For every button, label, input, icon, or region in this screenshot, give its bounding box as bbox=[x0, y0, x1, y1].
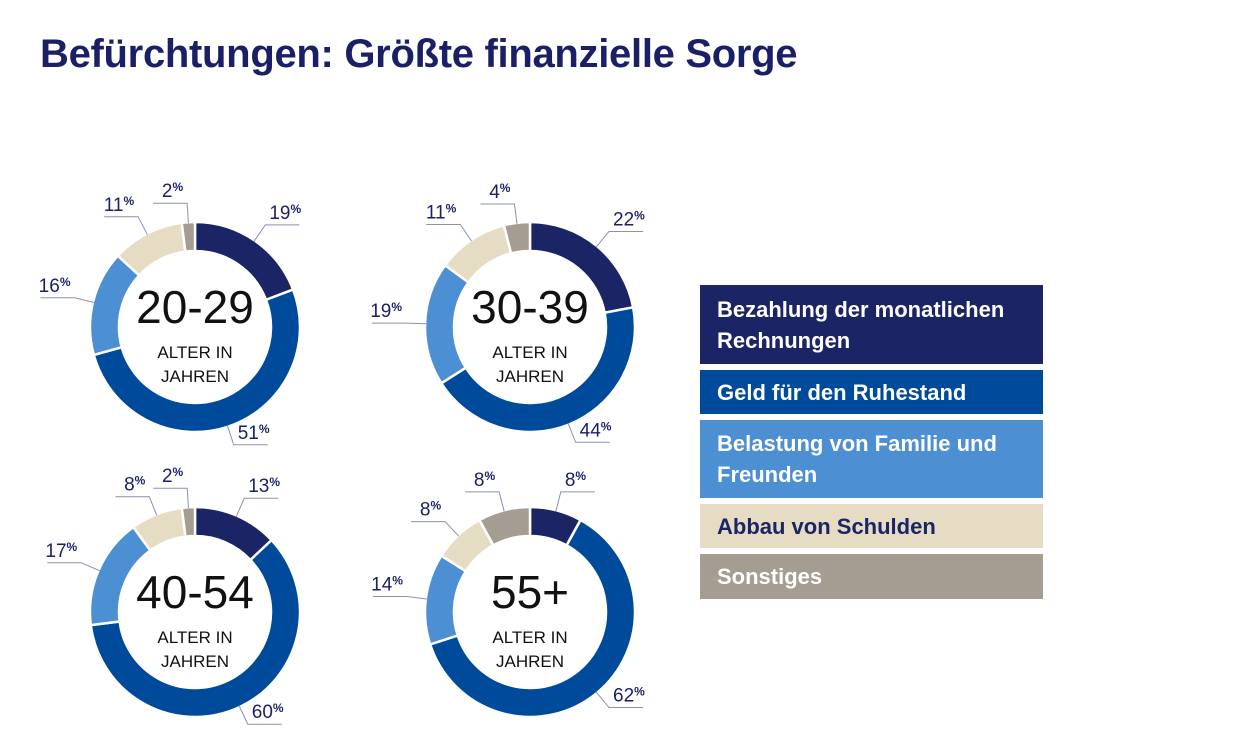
leader-line bbox=[595, 230, 644, 248]
page-title: Befürchtungen: Größte finanzielle Sorge bbox=[40, 32, 798, 76]
leader-line bbox=[465, 491, 505, 512]
leader-line bbox=[47, 562, 100, 572]
donut-segment-other bbox=[477, 505, 532, 548]
donut-chart-4: 8% 62% 14% 8% 8% 55+ ALTER IN JAHREN bbox=[371, 469, 645, 719]
data-label: 2% bbox=[162, 180, 184, 202]
age-unit-label: JAHREN bbox=[496, 652, 564, 671]
donut-segment-retirement bbox=[428, 518, 637, 719]
data-label: 11% bbox=[426, 201, 457, 223]
donut-chart-1: 19% 51% 16% 11% 2% 20-29 ALTER IN JAHREN bbox=[39, 180, 302, 446]
data-label: 8% bbox=[565, 469, 587, 491]
donut-segment-retirement bbox=[92, 287, 302, 434]
legend-label: Bezahlung der monatlichen Rechnungen bbox=[717, 296, 1005, 353]
leader-line bbox=[115, 496, 158, 516]
age-unit-label: JAHREN bbox=[161, 367, 229, 386]
data-label: 13% bbox=[248, 475, 280, 497]
leader-line bbox=[153, 202, 189, 224]
data-label: 19% bbox=[269, 202, 301, 224]
donut-segment-other bbox=[180, 505, 197, 538]
leader-line bbox=[411, 521, 460, 537]
data-label: 17% bbox=[45, 540, 77, 562]
leader-line bbox=[372, 595, 427, 600]
data-label: 14% bbox=[371, 573, 403, 595]
donut-segment-family bbox=[88, 253, 141, 357]
donut-segment-other bbox=[180, 220, 197, 254]
age-unit-label: ALTER IN bbox=[492, 628, 567, 647]
legend-label: Abbau von Schulden bbox=[717, 513, 936, 539]
legend-label: Belastung von Familie und Freunden bbox=[717, 431, 997, 487]
leader-line bbox=[567, 423, 610, 443]
donut-segment-debt bbox=[443, 223, 513, 285]
age-group-label: 20-29 bbox=[136, 281, 254, 333]
donut-chart-2: 22% 44% 19% 11% 4% 30-39 ALTER IN JAHREN bbox=[370, 181, 645, 443]
data-label: 8% bbox=[124, 474, 146, 496]
age-unit-label: ALTER IN bbox=[492, 343, 567, 362]
legend-item-retirement: Geld für den Ruhestand bbox=[700, 370, 1043, 414]
data-label: 22% bbox=[613, 208, 645, 230]
legend-label: Sonstiges bbox=[717, 564, 823, 589]
leader-line bbox=[235, 497, 279, 517]
data-label: 60% bbox=[252, 701, 284, 723]
data-label: 11% bbox=[104, 194, 135, 216]
legend-item-family-burden: Belastung von Familie und Freunden bbox=[700, 420, 1043, 498]
data-label: 44% bbox=[580, 419, 612, 441]
leader-line bbox=[426, 223, 472, 242]
data-label: 8% bbox=[474, 469, 496, 491]
legend: Bezahlung der monatlichen Rechnungen Gel… bbox=[700, 285, 1043, 605]
leader-line bbox=[104, 216, 148, 235]
donut-segment-retirement bbox=[439, 305, 637, 434]
legend-label: Geld für den Ruhestand bbox=[717, 379, 967, 405]
leader-line bbox=[238, 705, 282, 725]
age-group-label: 30-39 bbox=[471, 281, 589, 333]
data-label: 51% bbox=[238, 422, 270, 444]
age-group-label: 40-54 bbox=[136, 566, 254, 618]
data-label: 16% bbox=[39, 275, 71, 297]
data-label: 4% bbox=[489, 181, 511, 203]
age-group-label: 55+ bbox=[491, 566, 569, 618]
leader-line bbox=[480, 203, 518, 224]
leader-line bbox=[595, 691, 644, 709]
leader-line bbox=[253, 224, 300, 242]
leader-line bbox=[226, 425, 268, 446]
age-unit-label: JAHREN bbox=[161, 652, 229, 671]
donut-segment-other bbox=[502, 220, 532, 255]
donut-chart-3: 13% 60% 17% 8% 2% 40-54 ALTER IN JAHREN bbox=[45, 465, 302, 725]
data-label: 19% bbox=[370, 300, 402, 322]
donut-segment-retirement bbox=[89, 538, 302, 719]
legend-item-other: Sonstiges bbox=[700, 554, 1043, 599]
donut-segment-family bbox=[423, 263, 471, 385]
age-unit-label: JAHREN bbox=[496, 367, 564, 386]
data-label: 2% bbox=[162, 465, 184, 487]
data-label: 62% bbox=[613, 685, 645, 707]
leader-line bbox=[372, 322, 427, 325]
data-label: 8% bbox=[420, 499, 442, 521]
leader-line bbox=[555, 491, 595, 512]
leader-line bbox=[40, 297, 95, 303]
legend-item-monthly-bills: Bezahlung der monatlichen Rechnungen bbox=[700, 285, 1043, 364]
age-unit-label: ALTER IN bbox=[157, 628, 232, 647]
leader-line bbox=[153, 487, 189, 509]
age-unit-label: ALTER IN bbox=[157, 343, 232, 362]
donut-segment-family bbox=[423, 554, 468, 647]
legend-item-debt-reduction: Abbau von Schulden bbox=[700, 504, 1043, 548]
